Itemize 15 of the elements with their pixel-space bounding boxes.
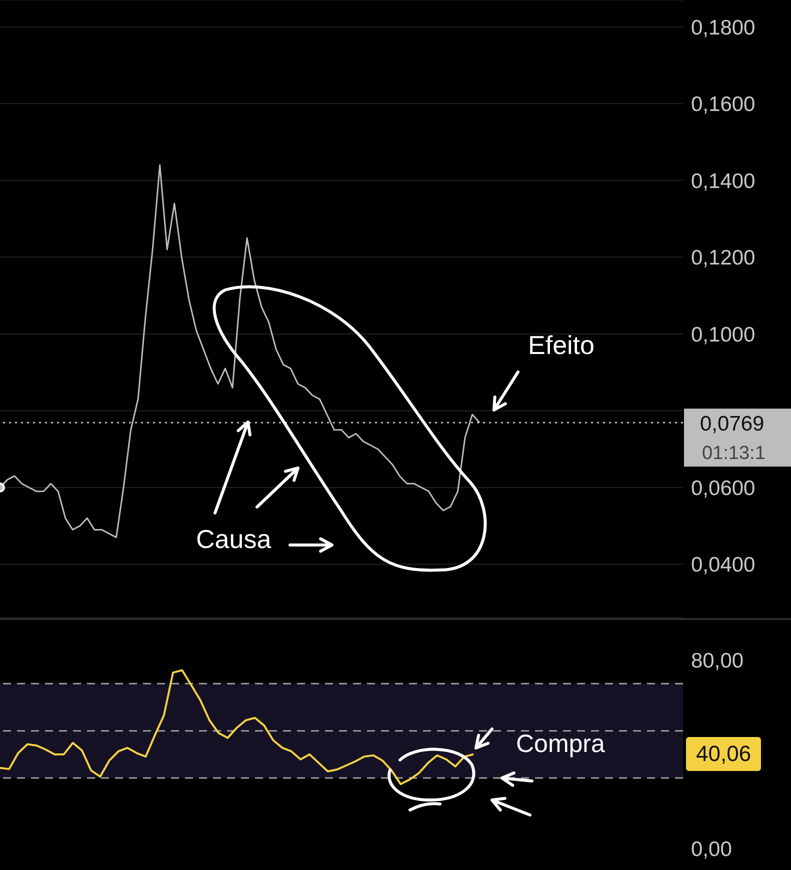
y-tick-label: 0,1800 [691,16,756,40]
ref-line-label: 0,0769 [700,412,764,436]
y-tick-label: 80,00 [691,650,744,673]
text: 40,06 [686,737,762,771]
y-tick-label: 0,00 [691,838,732,862]
annotation: Compra [516,730,605,759]
y-tick-label: 0,0400 [691,554,756,577]
y-tick-label: 0,1000 [691,323,756,346]
text: 01:13:1 [702,443,766,465]
y-tick-label: 0,1400 [691,170,756,193]
y-tick-label: 0,1600 [691,93,756,116]
y-tick-label: 0,0600 [691,476,756,500]
annotation: Efeito [528,330,594,361]
annotation: Causa [196,524,272,555]
y-tick-label: 0,1200 [691,246,756,270]
